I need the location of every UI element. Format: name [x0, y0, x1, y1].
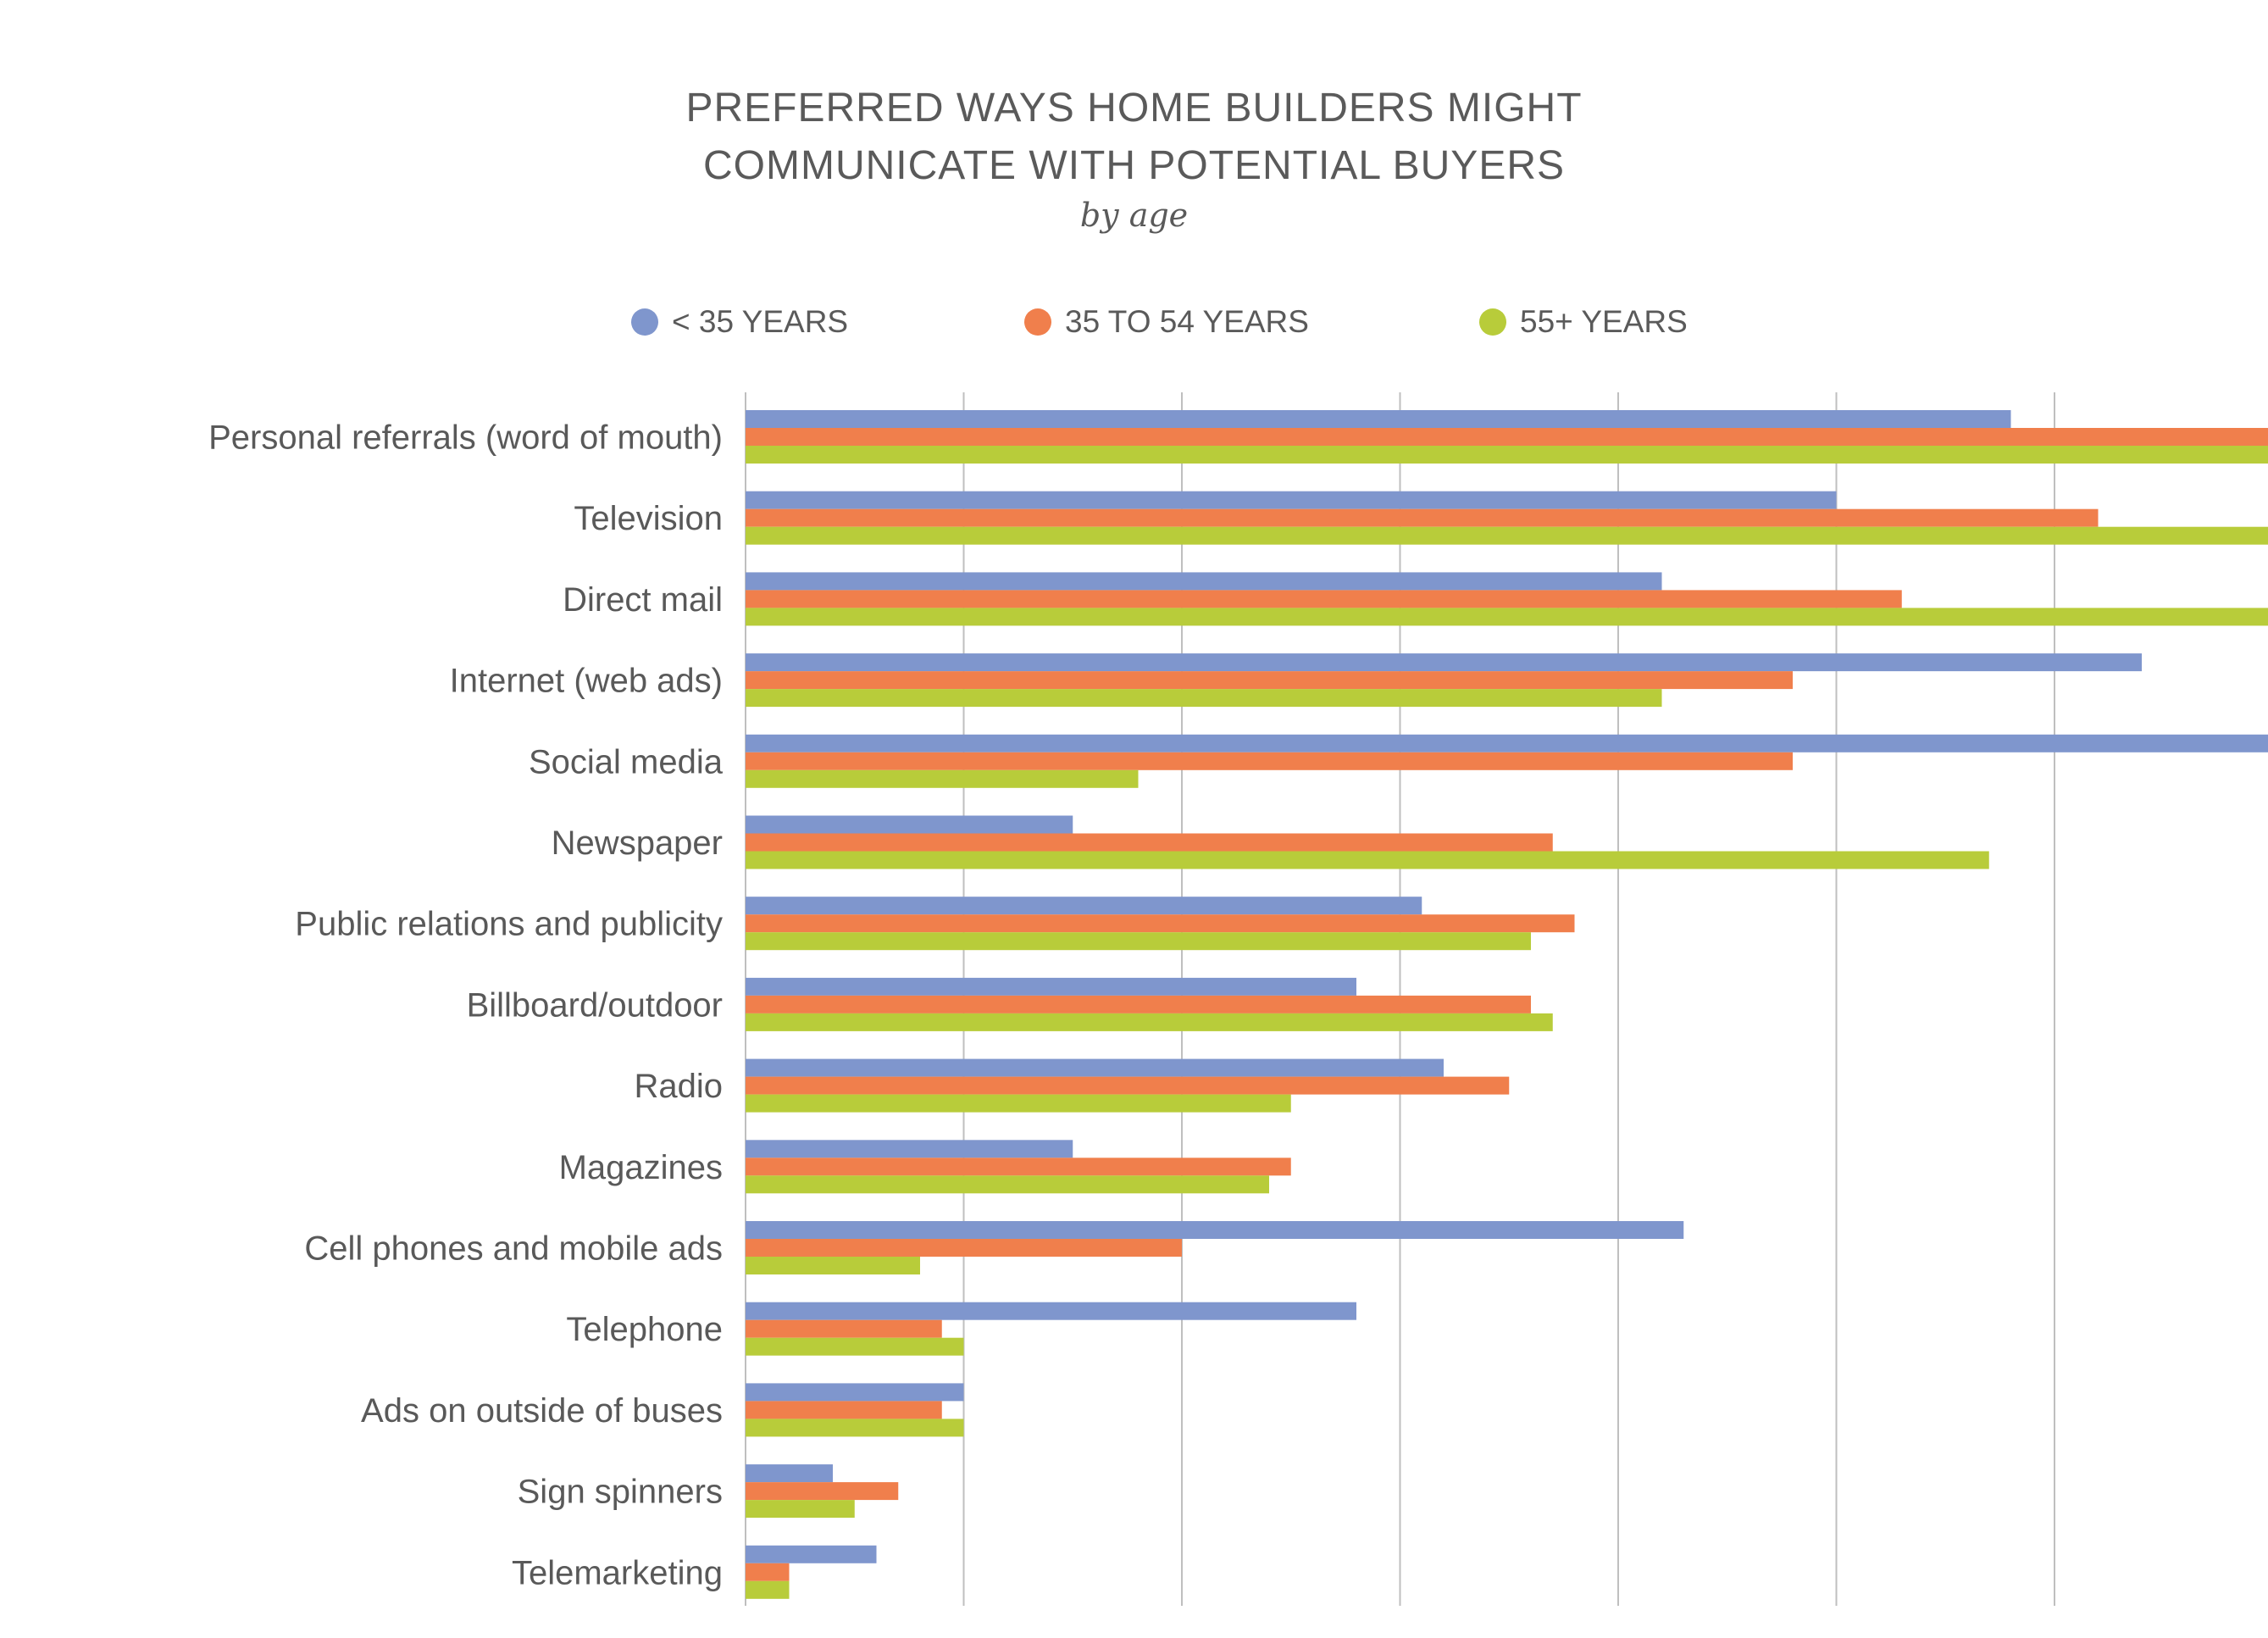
bar-lt35: [746, 410, 2011, 428]
bar-mid: [746, 752, 1793, 770]
legend-item-55plus: 55+ YEARS: [1479, 303, 1688, 341]
bar-mid: [746, 428, 2268, 446]
category-label: Public relations and publicity: [295, 906, 723, 943]
bar-old: [746, 1337, 964, 1356]
legend-item-lt35: < 35 YEARS: [631, 303, 848, 341]
bar-old: [746, 1419, 964, 1437]
bar-old: [746, 1257, 920, 1274]
category-label: Social media: [529, 743, 724, 780]
bar-mid: [746, 1239, 1182, 1257]
legend-label-lt35: < 35 YEARS: [672, 304, 849, 339]
bar-lt35: [746, 491, 1837, 509]
bar-lt35: [746, 734, 2268, 752]
chart-subtitle: by age: [1079, 197, 1189, 234]
bar-mid: [746, 590, 1902, 608]
category-label: Cell phones and mobile ads: [304, 1230, 723, 1268]
category-label: Sign spinners: [518, 1474, 723, 1511]
bar-lt35: [746, 1140, 1073, 1158]
bar-old: [746, 932, 1531, 951]
legend-swatch-55plus: [1479, 308, 1506, 336]
bar-old: [746, 1013, 1553, 1031]
bar-lt35: [746, 1221, 1684, 1239]
bar-old: [746, 689, 1662, 708]
bar-old: [746, 526, 2268, 545]
category-label: Television: [574, 500, 723, 537]
bar-mid: [746, 1158, 1291, 1176]
chart-title-line-2: COMMUNICATE WITH POTENTIAL BUYERS: [702, 143, 1566, 188]
bar-mid: [746, 914, 1575, 933]
legend-swatch-35-54: [1024, 308, 1051, 336]
bar-lt35: [746, 1302, 1356, 1320]
category-label: Direct mail: [563, 581, 723, 619]
bar-mid: [746, 995, 1531, 1013]
bar-old: [746, 769, 1139, 788]
bar-mid: [746, 1482, 899, 1501]
bar-old: [746, 1580, 790, 1599]
bar-mid: [746, 1319, 942, 1338]
bar-mid: [746, 1563, 790, 1581]
bar-mid: [746, 508, 2099, 527]
bar-old: [746, 1500, 855, 1519]
bar-mid: [746, 1401, 942, 1419]
bar-mid: [746, 833, 1553, 852]
legend-swatch-lt35: [631, 308, 658, 336]
bar-lt35: [746, 572, 1662, 591]
bar-mid: [746, 671, 1793, 690]
category-label: Billboard/outdoor: [467, 986, 723, 1024]
bar-old: [746, 608, 2268, 626]
bar-lt35: [746, 1058, 1444, 1077]
bar-lt35: [746, 1464, 833, 1483]
category-label: Radio: [634, 1068, 723, 1105]
legend-item-35-54: 35 TO 54 YEARS: [1024, 303, 1309, 341]
bar-old: [746, 1094, 1291, 1113]
legend-label-55plus: 55+ YEARS: [1520, 304, 1688, 339]
category-label: Magazines: [559, 1149, 723, 1186]
bar-old: [746, 1175, 1269, 1194]
legend-label-35-54: 35 TO 54 YEARS: [1065, 304, 1309, 339]
bar-lt35: [746, 815, 1073, 834]
bar-old: [746, 851, 1989, 869]
bar-lt35: [746, 653, 2142, 672]
bar-old: [746, 446, 2268, 464]
bar-lt35: [746, 1545, 877, 1563]
bar-lt35: [746, 977, 1356, 996]
category-label: Ads on outside of buses: [361, 1392, 723, 1430]
category-label: Newspaper: [552, 825, 723, 862]
category-label: Personal referrals (word of mouth): [208, 419, 723, 457]
bar-lt35: [746, 1383, 964, 1402]
category-label: Telemarketing: [512, 1554, 723, 1591]
bar-lt35: [746, 897, 1422, 915]
category-label: Telephone: [566, 1311, 723, 1348]
category-label: Internet (web ads): [450, 663, 723, 700]
chart-title-line-1: PREFERRED WAYS HOME BUILDERS MIGHT: [685, 86, 1583, 130]
bar-mid: [746, 1076, 1510, 1095]
